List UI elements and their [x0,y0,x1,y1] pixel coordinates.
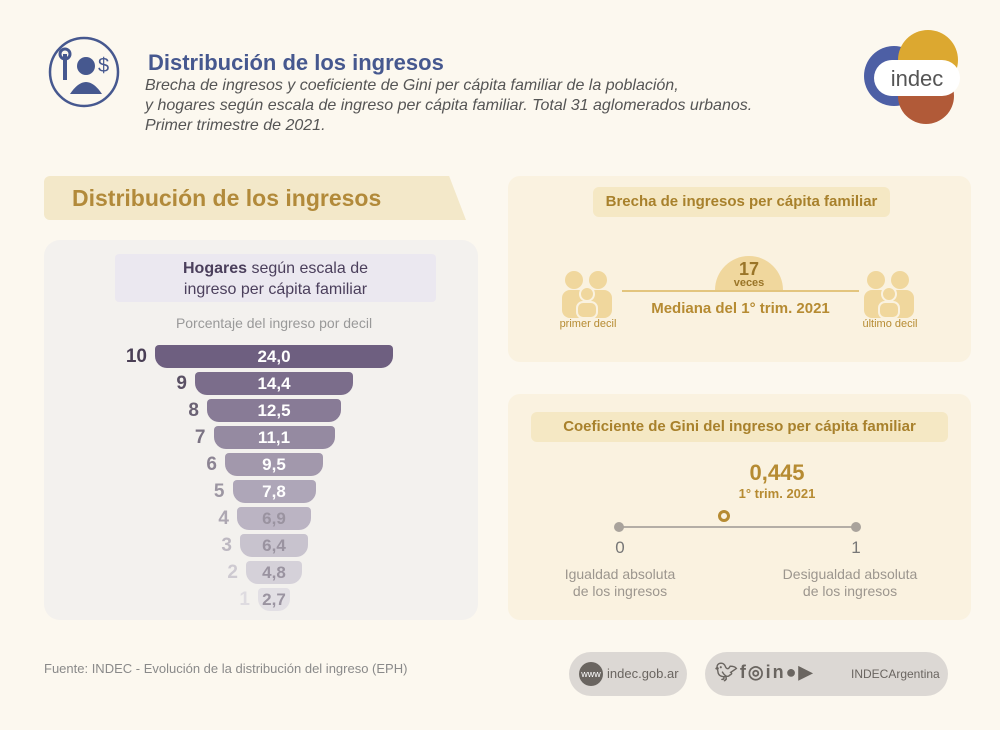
gini-max-dot [851,522,861,532]
gini-value: 0,445 [749,460,805,485]
social-links[interactable]: 🐦︎f◎in●▶ INDECArgentina [705,652,948,696]
subtitle-line: Primer trimestre de 2021. [145,117,326,134]
page-subtitle: Brecha de ingresos y coeficiente de Gini… [145,76,805,136]
website-link[interactable]: www indec.gob.ar [569,652,687,696]
brecha-title: Brecha de ingresos per cápita familiar [593,187,890,217]
funnel-bar-decil-2: 4,8 [246,561,302,584]
funnel-bar-decil-3: 6,4 [240,534,308,557]
funnel-subtitle: Porcentaje del ingreso por decil [175,315,373,331]
facebook-icon[interactable]: f [739,662,748,682]
decil-label: 2 [227,562,238,583]
subtitle-line: y hogares según escala de ingreso per cá… [145,97,753,114]
gini-max-label-line: de los ingresos [802,583,898,599]
decil-label: 9 [176,373,187,394]
funnel-bar-decil-10: 24,0 [155,345,393,368]
social-icons: 🐦︎f◎in●▶ [715,662,814,683]
decil-label: 6 [206,454,217,475]
family-icon-left [562,271,612,318]
www-icon: www [579,662,603,686]
decil-label: 4 [218,508,229,529]
website-text: indec.gob.ar [607,666,679,681]
decil-label: 7 [194,427,206,448]
gini-title: Coeficiente de Gini del ingreso per cápi… [531,412,948,442]
gini-min: 0 [615,538,625,557]
social-handle: INDECArgentina [851,667,940,681]
funnel-title: Hogares según escala de ingreso per cápi… [115,254,436,302]
decil-label: 1 [239,589,250,610]
page-title: Distribución de los ingresos [148,50,444,75]
indec-logo: indec [860,28,970,128]
decil-label: 3 [221,535,232,556]
gini-max: 1 [851,538,861,557]
funnel-bar-decil-8: 12,5 [207,399,341,422]
funnel-bar-decil-6: 9,5 [225,453,323,476]
twitter-icon[interactable]: 🐦︎ [715,662,740,682]
gini-min-label-line: de los ingresos [572,583,668,599]
gini-period: 1° trim. 2021 [738,486,816,501]
decil-label: 5 [213,481,225,502]
spotify-icon[interactable]: ● [785,662,799,682]
brecha-caption: Mediana del 1° trim. 2021 [651,300,830,317]
funnel-bar-decil-4: 6,9 [237,507,311,530]
gini-scale-line [619,526,856,528]
brecha-line [622,290,859,292]
funnel-bar-decil-7: 11,1 [213,426,335,449]
primer-decil-label: primer decil [559,318,617,330]
family-icon-right [864,271,914,318]
gini-min-label-line: Igualdad absoluta [564,566,676,582]
funnel-title-line2: ingreso per cápita familiar [183,281,368,298]
source-note: Fuente: INDEC - Evolución de la distribu… [44,661,408,676]
funnel-title-bold: Hogares [182,260,248,277]
youtube-icon[interactable]: ▶ [798,662,815,682]
svg-text:indec: indec [891,66,944,91]
funnel-title-rest: según escala de [247,260,368,277]
section-title-text: Distribución de los ingresos [72,185,382,211]
gini-max-label: Desigualdad absoluta de los ingresos [770,566,930,600]
decil-label: 10 [125,346,147,367]
gini-min-dot [614,522,624,532]
instagram-icon[interactable]: ◎ [747,662,766,682]
gini-marker [718,510,731,522]
subtitle-line: Brecha de ingresos y coeficiente de Gini… [145,77,679,94]
gini-min-label: Igualdad absoluta de los ingresos [540,566,700,600]
gini-max-label-line: Desigualdad absoluta [782,566,918,582]
svg-text:$: $ [98,55,109,77]
funnel-bar-decil-9: 14,4 [195,372,353,395]
decil-label: 8 [188,400,199,421]
linkedin-icon[interactable]: in [765,662,786,682]
funnel-bar-decil-5: 7,8 [232,480,316,503]
section-title: Distribución de los ingresos [44,176,466,220]
ultimo-decil-label: último decil [862,318,918,330]
header-icon: $ [48,36,120,108]
brecha-unit: veces [733,277,765,289]
brecha-value: 17 [738,259,760,279]
funnel-bar-decil-1: 2,7 [258,588,290,611]
